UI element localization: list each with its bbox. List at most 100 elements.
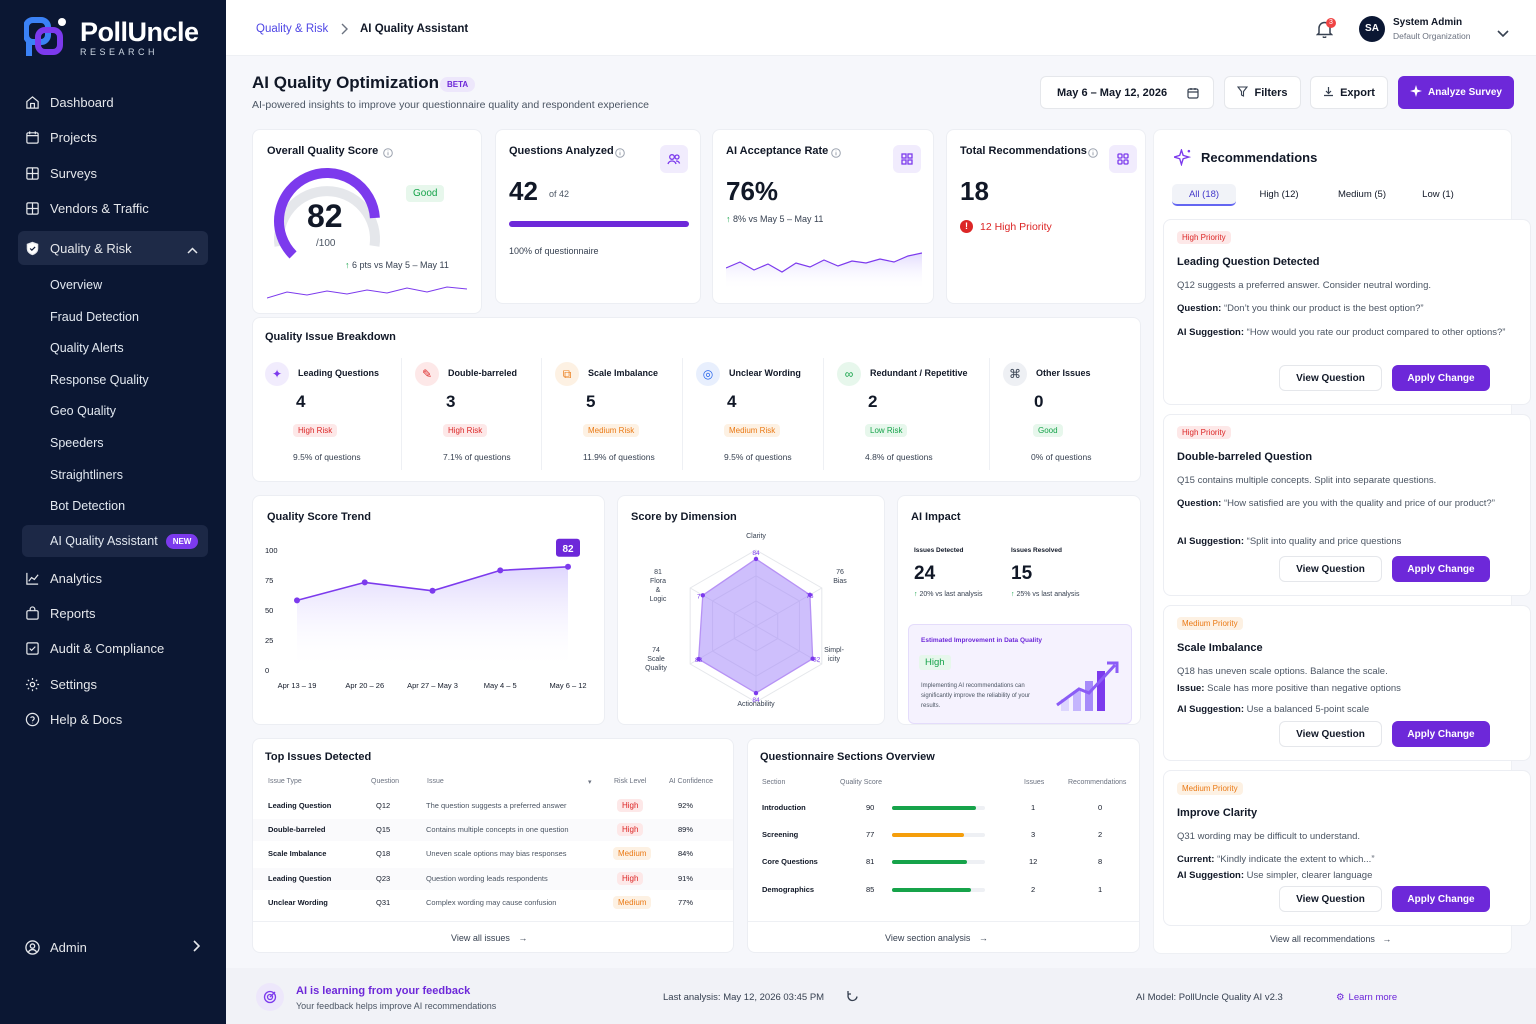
apply-change-button[interactable]: Apply Change (1392, 886, 1490, 912)
issue-type: Leading Question (268, 873, 332, 883)
sidebar-item-surveys[interactable]: Surveys (18, 156, 208, 190)
info-icon[interactable] (615, 145, 625, 163)
radar-value: 82 (813, 657, 821, 664)
view-question-button[interactable]: View Question (1279, 365, 1382, 391)
tab-high[interactable]: High (12) (1259, 189, 1299, 200)
trend-point[interactable] (361, 579, 368, 586)
issue-category-2[interactable]: ⧉ Scale Imbalance 5 Medium Risk 11.9% of que… (555, 360, 695, 470)
table-row[interactable]: Leading Question Q23 Question wording lead… (253, 867, 733, 890)
trend-point[interactable] (497, 567, 504, 574)
link-label: View all issues (451, 933, 510, 943)
table-row[interactable]: Unclear Wording Q31 Complex wording may ca… (253, 892, 733, 914)
radar-point[interactable] (753, 556, 759, 562)
quality-trend-card: Quality Score Trend 100 75 50 25 0 Apr 13 – 1… (252, 495, 605, 725)
table-row[interactable]: Scale Imbalance Q18 Uneven scale options m… (253, 843, 733, 865)
radar-point[interactable] (807, 592, 813, 598)
category-pct: 0% of questions (1031, 452, 1092, 462)
analyze-survey-button[interactable]: Analyze Survey (1398, 76, 1514, 109)
radar-point[interactable] (753, 690, 759, 696)
section-name: Screening (762, 830, 799, 840)
quality-score-card: Overall Quality Score 82 /100 Good ↑ 6 p… (252, 129, 482, 314)
view-question-button[interactable]: View Question (1279, 886, 1382, 912)
sidebar-subitem-bot-detection[interactable]: Bot Detection (50, 499, 126, 514)
breadcrumb-root[interactable]: Quality & Risk (256, 23, 329, 35)
trend-point[interactable] (429, 587, 436, 594)
ai-confidence: 84% (678, 849, 694, 859)
apply-change-button[interactable]: Apply Change (1392, 365, 1490, 391)
beta-badge: BETA (440, 77, 476, 92)
tab-medium[interactable]: Medium (5) (1337, 189, 1387, 200)
sidebar-subitem-overview[interactable]: Overview (50, 278, 103, 292)
sidebar-subitem-straightliners[interactable]: Straightliners (50, 467, 123, 482)
issue-category-0[interactable]: ✦ Leading Questions 4 High Risk 9.5% of ques… (265, 360, 405, 470)
sidebar-subitem-speeders[interactable]: Speeders (50, 436, 104, 450)
sidebar-subitem-fraud-detection[interactable]: Fraud Detection (50, 309, 139, 324)
section-row[interactable]: Core Questions 81 12 8 (748, 853, 1139, 873)
view-all-issues-link[interactable]: View all issues → (451, 933, 527, 943)
pct-suffix: of questions (745, 452, 792, 462)
sidebar-subitem-response-quality[interactable]: Response Quality (50, 372, 149, 387)
trend-point[interactable] (565, 563, 571, 570)
apply-change-button[interactable]: Apply Change (1392, 721, 1490, 747)
quality-sparkline (267, 286, 467, 299)
tab-all[interactable]: All (18) (1172, 184, 1236, 206)
issue-category-3[interactable]: ◎ Unclear Wording 4 Medium Risk 9.5% of ques… (696, 360, 836, 470)
radar-point[interactable] (810, 656, 815, 661)
refresh-icon[interactable] (846, 990, 859, 1008)
card-title: Quality Issue Breakdown (265, 331, 396, 343)
issue-category-1[interactable]: ✎ Double-barreled 3 High Risk 7.1% of questi… (415, 360, 555, 470)
sidebar-item-analytics[interactable]: Analytics (18, 561, 208, 595)
recommendation-detail: Current: “Kindly indicate the extent to … (1177, 852, 1517, 867)
chevron-down-icon[interactable] (1497, 25, 1509, 43)
resolved-delta: ↑ 25% vs last analysis (1011, 591, 1080, 598)
sidebar-item-reports[interactable]: Reports (18, 596, 208, 630)
tab-low[interactable]: Low (1) (1422, 189, 1454, 200)
sidebar-item-projects[interactable]: Projects (18, 120, 208, 154)
brand-logo[interactable]: PollUncle RESEARCH (23, 14, 199, 60)
x-tick-label: May 4 – 5 (484, 681, 517, 690)
sort-icon[interactable]: ▾ (588, 779, 592, 786)
y-tick-label: 25 (265, 636, 273, 645)
view-question-button[interactable]: View Question (1279, 721, 1382, 747)
radar-point[interactable] (700, 593, 705, 598)
sidebar-subitem-geo-quality[interactable]: Geo Quality (50, 404, 117, 419)
sidebar-subitem-quality-alerts[interactable]: Quality Alerts (50, 341, 124, 356)
section-issues: 2 (1031, 884, 1036, 894)
x-tick-label: Apr 27 – May 3 (407, 681, 458, 690)
section-row[interactable]: Screening 77 3 2 (748, 826, 1139, 846)
view-section-analysis-link[interactable]: View section analysis → (885, 933, 988, 943)
sidebar-item-audit-compliance[interactable]: Audit & Compliance (18, 632, 208, 666)
export-button[interactable]: Export (1310, 76, 1388, 109)
radar-axis-label: 76 Bias (833, 569, 847, 585)
sidebar-item-admin[interactable]: Admin (18, 930, 208, 964)
sidebar-item-ai-quality-assistant[interactable]: AI Quality Assistant NEW (22, 525, 208, 557)
apply-change-button[interactable]: Apply Change (1392, 556, 1490, 582)
table-row[interactable]: Leading Question Q12 The question suggests… (253, 795, 733, 817)
issue-category-4[interactable]: ∞ Redundant / Repetitive 2 Low Risk 4.8% of … (837, 360, 977, 470)
sidebar-item-quality-risk[interactable]: Quality & Risk (18, 231, 208, 265)
section-row[interactable]: Demographics 85 2 1 (748, 881, 1139, 901)
section-row[interactable]: Introduction 90 1 0 (748, 799, 1139, 819)
radar-point[interactable] (696, 656, 701, 662)
info-icon[interactable] (831, 145, 841, 163)
filters-button[interactable]: Filters (1224, 76, 1301, 109)
learn-more-link[interactable]: ⚙ Learn more (1336, 992, 1397, 1003)
table-row[interactable]: Double-barreled Q15 Contains multiple conc… (253, 819, 733, 842)
chevron-right-icon (340, 22, 348, 40)
info-icon[interactable] (383, 145, 393, 163)
sidebar-item-vendors-traffic[interactable]: Vendors & Traffic (18, 191, 208, 225)
view-question-button[interactable]: View Question (1279, 556, 1382, 582)
date-range-picker[interactable]: May 6 – May 12, 2026 (1040, 76, 1214, 109)
recommendation-desc: Q15 contains multiple concepts. Split in… (1177, 475, 1437, 486)
trend-point[interactable] (294, 597, 300, 604)
category-count: 4 (296, 392, 306, 411)
avatar[interactable]: SA (1359, 16, 1385, 42)
column-header: AI Confidence (669, 778, 713, 785)
risk-badge: Medium Risk (724, 424, 781, 437)
view-all-recommendations-link[interactable]: View all recommendations → (1270, 934, 1391, 944)
issue-category-5[interactable]: ⌘ Other Issues 0 Good 0% of questions (1003, 360, 1143, 470)
sidebar-item-dashboard[interactable]: Dashboard (18, 85, 208, 119)
info-icon[interactable] (1088, 145, 1098, 163)
sidebar-item-help-docs[interactable]: Help & Docs (18, 703, 208, 737)
sidebar-item-settings[interactable]: Settings (18, 667, 208, 701)
